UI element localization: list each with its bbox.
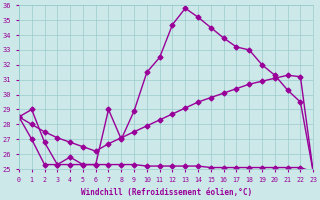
X-axis label: Windchill (Refroidissement éolien,°C): Windchill (Refroidissement éolien,°C) [81, 188, 252, 197]
